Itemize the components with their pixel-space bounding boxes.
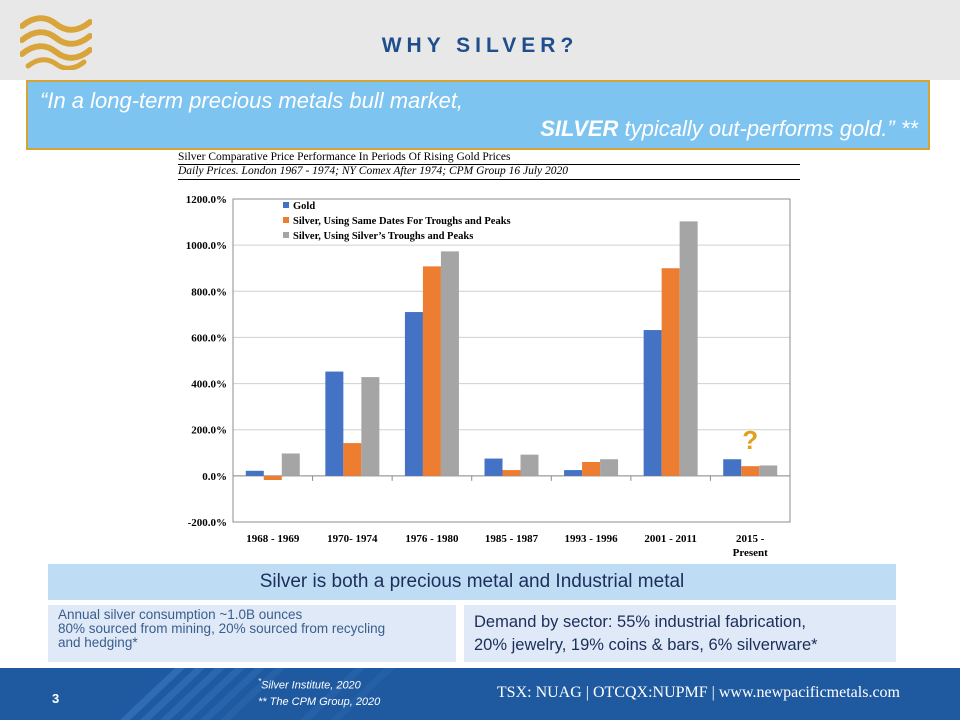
bar	[520, 454, 539, 476]
legend-label: Silver, Using Silver’s Troughs and Peaks	[293, 231, 473, 242]
references: *Silver Institute, 2020 ** The CPM Group…	[258, 674, 380, 710]
footer-bar: 3 *Silver Institute, 2020 ** The CPM Gro…	[0, 668, 960, 720]
chart-title-rule	[178, 164, 800, 165]
demand-line-2: 20% jewelry, 19% coins & bars, 6% silver…	[474, 636, 818, 654]
legend-swatch	[283, 202, 289, 208]
quote-line-2-rest: typically out-performs gold.” **	[618, 116, 918, 141]
consumption-line-3: and hedging*	[58, 635, 138, 650]
y-tick-label: 600.0%	[191, 332, 227, 344]
bar	[440, 251, 459, 476]
reference-2: ** The CPM Group, 2020	[258, 695, 381, 708]
consumption-box: Annual silver consumption ~1.0B ounces 8…	[48, 605, 456, 662]
bar	[564, 470, 583, 476]
consumption-line-2: 80% sourced from mining, 20% sourced fro…	[58, 621, 386, 636]
bar	[582, 462, 601, 476]
x-tick-label: 2015 -	[736, 533, 765, 545]
bar	[343, 443, 362, 476]
ticker-and-website: TSX: NUAG | OTCQX:NUPMF | www.newpacific…	[496, 684, 900, 701]
bar	[661, 268, 680, 476]
x-tick-label: 1993 - 1996	[564, 533, 618, 545]
bar	[502, 470, 521, 476]
y-tick-label: 400.0%	[191, 379, 227, 391]
bar	[723, 459, 742, 476]
x-tick-label: 1968 - 1969	[246, 533, 300, 545]
x-tick-label: 1985 - 1987	[485, 533, 539, 545]
legend-swatch	[283, 232, 289, 238]
quote-emphasis: SILVER	[540, 116, 619, 141]
legend-swatch	[283, 217, 289, 223]
bar	[325, 371, 344, 476]
y-tick-label: 0.0%	[202, 471, 227, 483]
chart-subtitle: Daily Prices. London 1967 - 1974; NY Com…	[178, 165, 569, 177]
page-number: 3	[52, 691, 60, 706]
y-tick-label: -200.0%	[188, 517, 227, 529]
bar	[404, 312, 423, 476]
quote-line-2: SILVER typically out-performs gold.” **	[540, 116, 918, 142]
legend-label: Silver, Using Same Dates For Troughs and…	[293, 216, 511, 227]
reference-1-text: Silver Institute, 2020	[261, 679, 361, 692]
bar	[643, 330, 662, 476]
demand-line-1: Demand by sector: 55% industrial fabrica…	[474, 613, 806, 631]
y-tick-label: 1000.0%	[186, 240, 227, 252]
consumption-line-1: Annual silver consumption ~1.0B ounces	[58, 607, 303, 622]
bar-chart: -200.0% 0.0% 200.0% 400.0% 600.0% 800.0% 1000.…	[186, 194, 791, 559]
bar	[361, 377, 380, 476]
industrial-metal-banner: Silver is both a precious metal and Indu…	[48, 564, 896, 600]
plot-frame	[232, 198, 791, 523]
bar	[759, 465, 778, 476]
x-tick-label: 2001 - 2011	[644, 533, 697, 545]
y-tick-label: 1200.0%	[186, 194, 227, 206]
bar	[281, 453, 300, 476]
legend-label: Gold	[293, 201, 315, 212]
bar	[422, 266, 441, 476]
question-mark-annotation: ?	[742, 425, 758, 455]
company-logo	[20, 15, 92, 70]
page-title: WHY SILVER?	[381, 34, 579, 57]
bar	[600, 459, 619, 476]
reference-1-marker: *	[258, 677, 262, 686]
y-tick-label: 200.0%	[191, 425, 227, 437]
bar	[484, 458, 503, 476]
bar	[263, 475, 282, 481]
demand-box: Demand by sector: 55% industrial fabrica…	[464, 605, 896, 662]
bar	[741, 466, 760, 476]
bar	[245, 470, 264, 476]
chart-subtitle-rule	[178, 179, 800, 180]
x-tick-label: Present	[733, 547, 769, 559]
chart-panel: Silver Comparative Price Performance In …	[168, 150, 800, 560]
bar	[679, 221, 698, 476]
reference-1: *Silver Institute, 2020	[258, 674, 380, 694]
chart-title: Silver Comparative Price Performance In …	[178, 151, 511, 163]
footer-stripes-decoration	[120, 668, 395, 720]
quote-box: “In a long-term precious metals bull mar…	[26, 80, 930, 150]
y-tick-label: 800.0%	[191, 286, 227, 298]
header-bar: WHY SILVER?	[0, 0, 960, 80]
quote-line-1: “In a long-term precious metals bull mar…	[40, 88, 464, 113]
x-tick-label: 1976 - 1980	[405, 533, 459, 545]
x-tick-label: 1970- 1974	[327, 533, 378, 545]
